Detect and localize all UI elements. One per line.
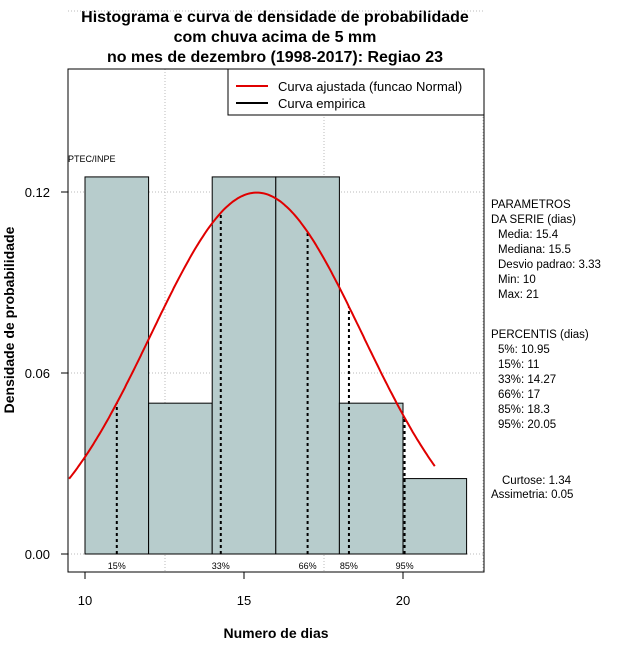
side-panel-percentis-line: 95%: 20.05 [498,419,556,431]
histogram-bar [211,176,277,555]
curves [68,191,436,480]
histogram-bar [402,478,468,555]
side-panel-percentis-line: PERCENTIS (dias) [491,329,589,341]
legend-entry-label: Curva ajustada (funcao Normal) [278,79,462,94]
histogram-bars [84,176,468,555]
x-tick-label: 20 [396,593,410,608]
percentile-label: 95% [396,561,414,571]
percentile-lines: 15% 33% 66% 85% 95% [108,212,414,571]
histogram-bar [338,402,404,555]
x-tick-label: 15 [237,593,251,608]
x-axis-label: Numero de dias [223,625,328,641]
side-panel: PARAMETROS DA SERIE (dias) Media: 15.4 Medi… [491,199,601,501]
x-tick-label: 10 [78,593,92,608]
legend-box [227,68,485,116]
axes: 10 15 20 0.00 0.06 0.12 [25,185,411,608]
side-panel-params-line: Media: 15.4 [498,229,559,241]
side-panel-stats-line: Assimetria: 0.05 [491,489,573,501]
side-panel-params-line: DA SERIE (dias) [491,214,576,226]
side-panel-percentis-line: 33%: 14.27 [498,374,556,386]
percentile-label: 85% [340,561,358,571]
legend: Curva ajustada (funcao Normal) Curva empi… [227,68,485,116]
side-panel-percentis-line: 66%: 17 [498,389,540,401]
side-panel-params-line: Max: 21 [498,289,539,301]
side-panel-stats-line: Curtose: 1.34 [502,475,572,487]
chart-title-line-3: no mes de dezembro (1998-2017): Regiao 2… [107,49,443,66]
chart-title: Histograma e curva de densidade de proba… [81,9,469,66]
chart-title-line-2: com chuva acima de 5 mm [174,29,377,46]
chart-title-line-1: Histograma e curva de densidade de proba… [81,9,469,26]
side-panel-params-line: Desvio padrao: 3.33 [498,259,601,271]
legend-entry-label: Curva empirica [278,96,366,111]
y-tick-label: 0.00 [25,547,50,562]
side-panel-params-line: Mediana: 15.5 [498,244,571,256]
side-panel-percentis-line: 15%: 11 [498,359,539,371]
percentile-label: 33% [212,561,230,571]
watermark-text: PTEC/INPE [68,154,116,164]
y-tick-label: 0.12 [25,185,50,200]
histogram-bar [148,402,213,555]
side-panel-percentis-line: 5%: 10.95 [498,344,550,356]
y-axis-label: Densidade de probabilidade [1,226,17,413]
y-tick-label: 0.06 [25,366,50,381]
side-panel-params-line: PARAMETROS [491,199,571,211]
normal-fit-curve [68,191,436,480]
side-panel-percentis-line: 85%: 18.3 [498,404,550,416]
percentile-label: 15% [108,561,126,571]
percentile-label: 66% [299,561,317,571]
side-panel-params-line: Min: 10 [498,274,536,286]
